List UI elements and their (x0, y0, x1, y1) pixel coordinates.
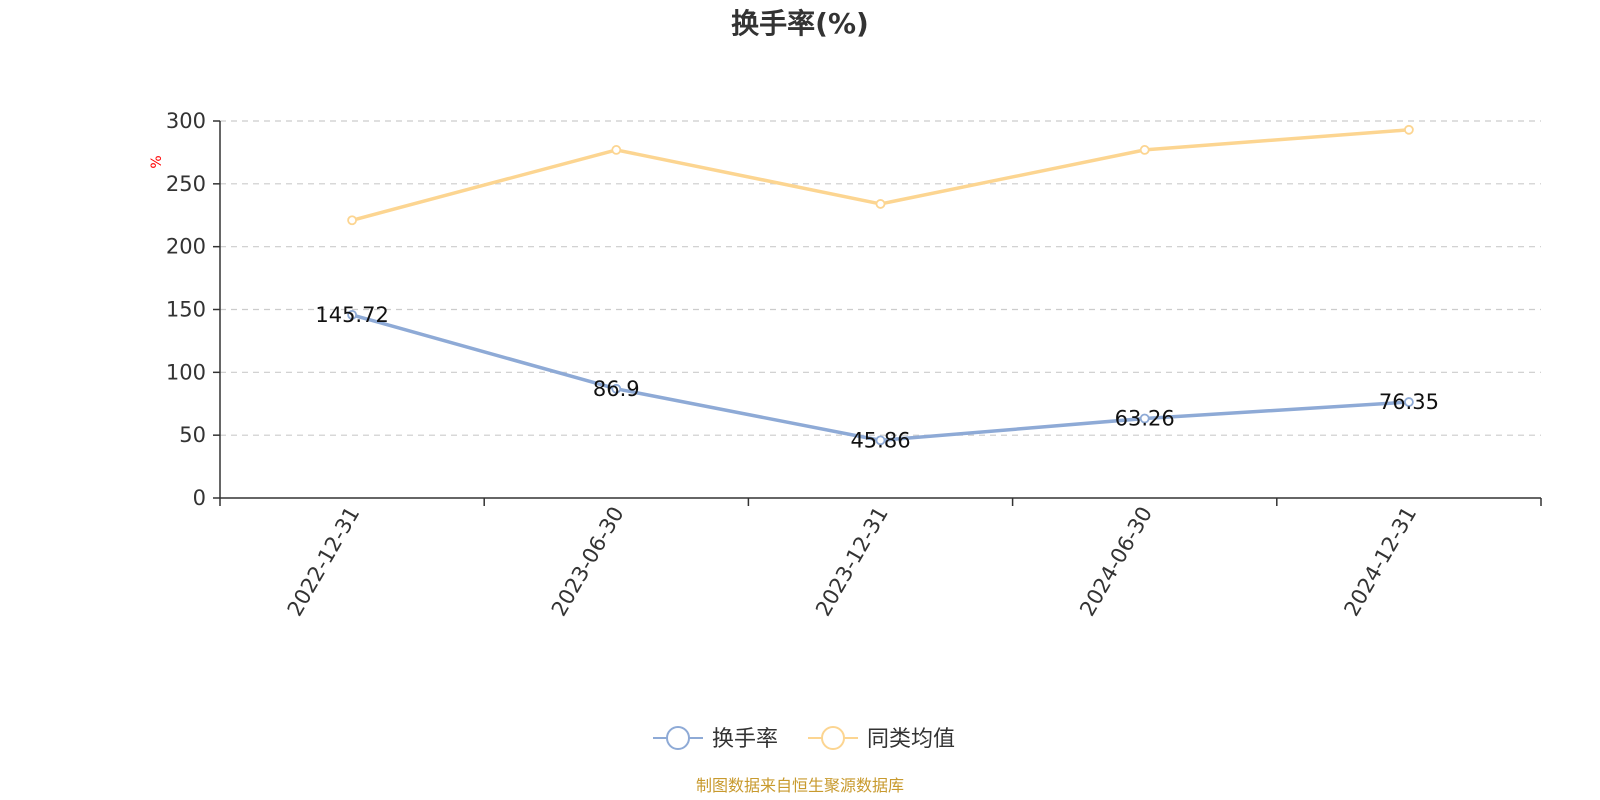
axes: 0 50 100 150 200 250 300 2022-12-31 2023-06-30 20… (166, 109, 1542, 621)
series-line-0 (351, 313, 1410, 443)
source-note: 制图数据来自恒生聚源数据库 (696, 776, 904, 795)
x-tick-label: 2024-12-31 (1339, 503, 1421, 621)
data-label: 145.72 (315, 303, 388, 327)
y-tick-label: 0 (193, 486, 206, 510)
x-tick-label: 2024-06-30 (1075, 503, 1157, 621)
y-tick-label: 250 (166, 172, 206, 196)
y-axis-unit-label: % (149, 155, 165, 168)
series-point-0 (611, 383, 622, 394)
data-label: 45.86 (850, 428, 910, 452)
legend[interactable]: 换手率 同类均值 (653, 726, 955, 752)
chart-title: 换手率(%) (731, 7, 869, 40)
grid-lines (220, 120, 1541, 436)
series-point-0 (1139, 413, 1150, 424)
series-point-0 (347, 309, 358, 320)
legend-label-0: 换手率 (712, 727, 778, 752)
data-label: 86.9 (593, 377, 640, 401)
series-point-1 (347, 215, 358, 226)
x-tick-label: 2023-06-30 (547, 503, 629, 621)
x-tick-label: 2022-12-31 (283, 503, 365, 621)
x-tick-label: 2023-12-31 (811, 503, 893, 621)
y-tick-label: 50 (179, 423, 206, 447)
series-point-1 (1404, 124, 1414, 135)
y-tick-label: 150 (166, 298, 206, 322)
y-tick-label: 200 (166, 235, 206, 259)
series-point-1 (611, 145, 622, 155)
legend-label-1: 同类均值 (867, 727, 955, 752)
legend-marker-0 (666, 726, 690, 750)
data-label: 76.35 (1379, 390, 1439, 414)
data-label: 63.26 (1115, 407, 1175, 431)
y-tick-label: 300 (166, 109, 206, 133)
series-point-0 (1404, 397, 1414, 407)
data-labels: 145.72 86.9 45.86 63.26 76.35 (315, 303, 1439, 452)
series-layer (347, 124, 1414, 446)
series-point-1 (1139, 145, 1150, 155)
series-point-1 (875, 199, 886, 209)
legend-marker-1 (821, 726, 845, 750)
y-tick-label: 100 (166, 360, 206, 384)
series-point-0 (875, 435, 886, 446)
